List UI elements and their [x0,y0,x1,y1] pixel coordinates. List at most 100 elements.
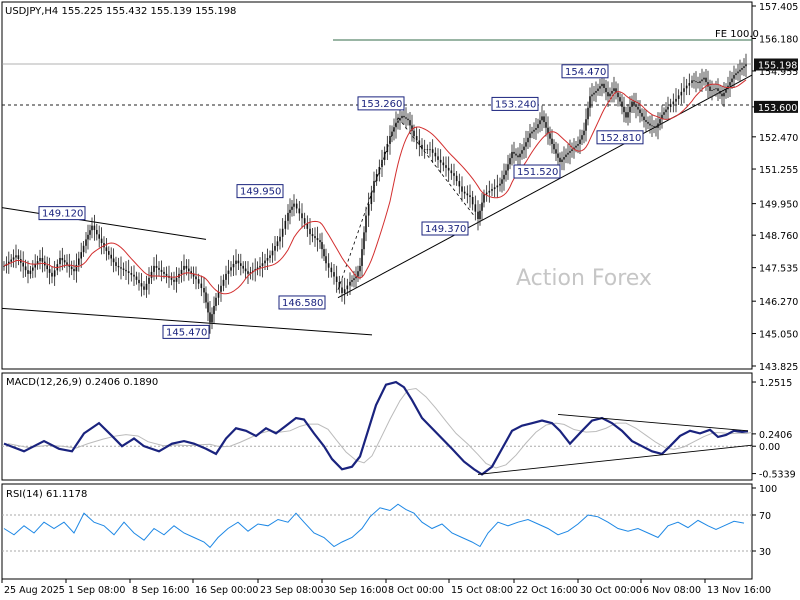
price-annotation-label: 151.520 [517,167,558,178]
candle-body [59,257,61,265]
candle-body [461,186,463,192]
candle-body [335,276,338,283]
candle-body [591,94,593,97]
candle-body [314,236,316,239]
candle-body [541,116,543,121]
candle-body [547,127,549,134]
price-annotation-label: 146.580 [282,298,323,309]
price-annotation-label: 145.470 [166,327,207,338]
price-annotation-label: 153.260 [361,99,402,110]
price-panel-frame [1,1,753,370]
candle-body [657,123,659,128]
candle-body [701,79,703,82]
candle-body [688,83,691,86]
price-annotation-box [38,206,86,221]
candle-body [289,209,291,213]
candle-body [298,208,301,214]
candle-body [295,203,298,209]
candle-body [645,120,647,122]
candle-body [471,197,474,205]
candle-body [353,278,355,281]
candle-body [741,67,743,70]
candle-body [737,71,739,74]
candle-body [669,104,672,107]
candle-body [330,267,333,273]
candle-body [338,282,341,288]
candle-body [112,258,115,263]
candle-body [343,289,346,293]
candle-body [363,232,365,250]
candle-body [635,104,637,107]
candle-body [105,247,108,252]
candle-body [188,268,190,272]
candle-body [703,77,705,80]
price-panel-title: USDJPY,H4 155.225 155.432 155.139 155.19… [5,6,236,17]
candle-body [537,124,539,129]
candle-body [663,112,665,115]
time-x-axis: 25 Aug 2025 1 Sep 08:00 8 Sep 16:00 16 Sep … [1,579,771,596]
x-tick-label: 6 Nov 08:00 [643,585,701,596]
fe-100-label: FE 100.0 [715,29,759,40]
candle-body [264,260,266,264]
candle-body [407,118,409,121]
candle-body [271,250,274,256]
candle-body [597,88,599,91]
current-price-box [754,58,798,71]
candle-body [573,147,575,150]
candle-body [623,106,625,113]
candle-body [36,261,39,265]
candle-body [192,273,195,277]
candle-body [565,154,567,158]
price-annotation-box [596,130,644,145]
candle-body [108,251,110,255]
candle-body [733,75,735,79]
macd-tick-label: 0.2406 [759,430,792,441]
candle-body [287,212,289,221]
candle-body [87,234,89,240]
candle-body [115,262,117,266]
candle-body [242,265,244,269]
candle-body [237,260,240,264]
price-annotation-label: 153.240 [495,99,536,110]
price-tick-label: 145.050 [759,330,798,341]
candle-body [411,125,413,131]
candle-body [383,151,386,160]
candle-body [549,133,551,139]
candle-body [403,115,405,118]
candle-body [667,106,669,110]
candle-body [593,92,595,95]
candle-body [370,192,373,205]
candle-body [639,109,641,114]
candle-body [559,157,561,163]
candle-body [85,239,87,246]
candle-body [39,257,41,262]
candle-body [80,252,82,259]
price-annotation-label: 152.810 [600,133,641,144]
candle-body [22,262,24,267]
candle-body [513,151,515,154]
candle-body [545,122,547,128]
candle-body [110,254,112,259]
candle-body [713,89,715,91]
candle-body [301,213,303,219]
macd-panel-title: MACD(12,26,9) 0.2406 0.1890 [6,377,158,388]
candle-body [393,127,395,132]
price-annotation-box [513,164,561,179]
candle-body [665,109,667,113]
candle-body [651,125,653,127]
candle-body [401,115,403,119]
candle-body [100,238,103,244]
candle-body [359,265,361,272]
candle-body [659,119,661,124]
candle-body [418,140,421,145]
candle-body [399,118,401,121]
candle-body [395,122,397,128]
price-tick-label: 152.470 [759,133,798,144]
candle-body [3,265,5,267]
price-annotation-box [236,184,284,199]
candle-body [230,267,232,271]
candle-body [539,120,541,125]
price-tick-label: 151.255 [759,165,798,176]
candle-body [349,281,351,286]
